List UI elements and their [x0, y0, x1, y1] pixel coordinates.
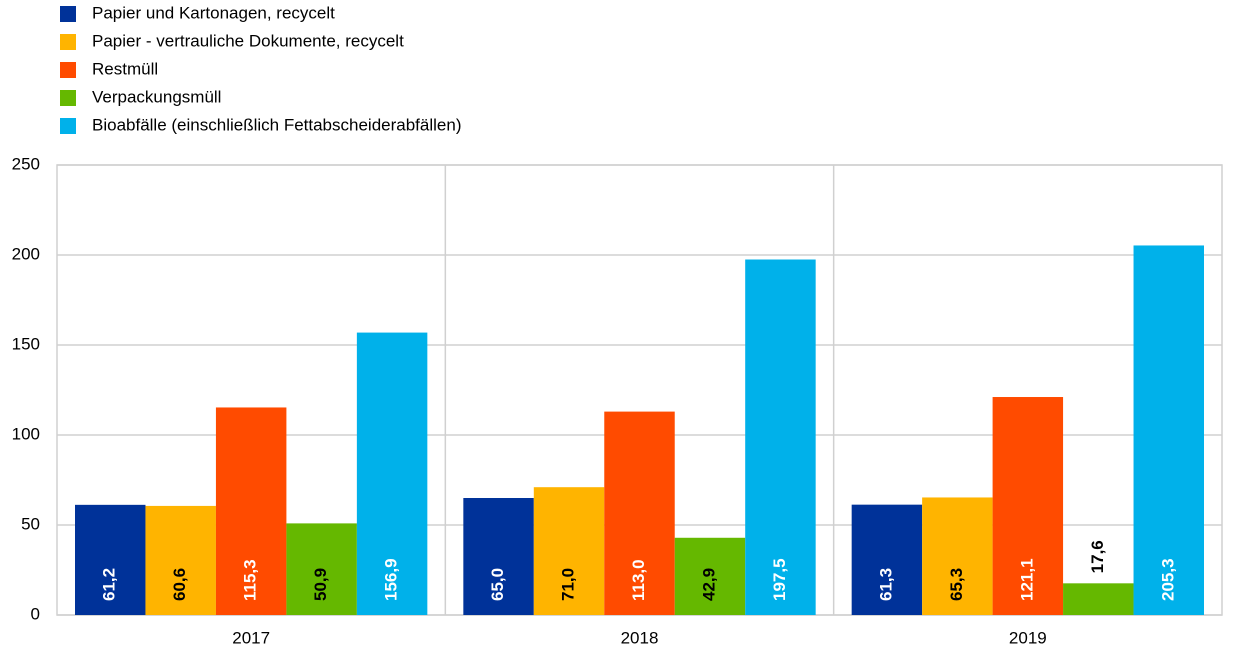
value-label: 121,1 [1017, 558, 1036, 601]
y-tick-label: 250 [12, 154, 40, 173]
value-label: 65,3 [947, 568, 966, 601]
legend-label: Restmüll [92, 59, 158, 78]
legend-label: Papier - vertrauliche Dokumente, recycel… [92, 31, 404, 50]
legend-swatch [60, 118, 76, 134]
bar [215, 407, 287, 615]
value-label: 60,6 [170, 568, 189, 601]
legend-label: Bioabfälle (einschließlich Fettabscheide… [92, 115, 461, 134]
bar [604, 411, 675, 615]
y-tick-label: 150 [12, 334, 40, 353]
y-tick-label: 0 [31, 604, 40, 623]
legend-swatch [60, 34, 76, 50]
bar [1133, 245, 1204, 615]
value-label: 65,0 [488, 568, 507, 601]
value-label: 61,3 [876, 568, 895, 601]
legend-swatch [60, 90, 76, 106]
bar [745, 259, 816, 615]
bar [145, 505, 216, 615]
value-label: 17,6 [1088, 540, 1107, 573]
bar [922, 497, 993, 615]
bar [356, 332, 428, 615]
value-label: 113,0 [629, 559, 648, 601]
legend-swatch [60, 62, 76, 78]
x-tick-label: 2018 [621, 628, 659, 647]
legend-swatch [60, 6, 76, 22]
value-label: 42,9 [699, 568, 718, 601]
y-tick-label: 100 [12, 424, 40, 443]
legend-label: Verpackungsmüll [92, 87, 221, 106]
bar [674, 537, 746, 615]
bar [851, 504, 923, 615]
bar [463, 498, 534, 615]
bar [75, 504, 146, 615]
value-label: 205,3 [1158, 558, 1177, 601]
x-tick-label: 2017 [232, 628, 270, 647]
bar [1063, 583, 1134, 615]
y-tick-label: 200 [12, 244, 40, 263]
y-tick-label: 50 [21, 514, 40, 533]
bar [992, 397, 1064, 615]
value-label: 71,0 [559, 568, 578, 601]
value-label: 115,3 [241, 559, 260, 601]
x-tick-label: 2019 [1009, 628, 1047, 647]
value-label: 61,2 [100, 568, 119, 601]
value-label: 50,9 [311, 568, 330, 601]
value-label: 197,5 [770, 558, 789, 601]
value-label: 156,9 [382, 558, 401, 601]
bar [533, 487, 605, 615]
legend-label: Papier und Kartonagen, recycelt [92, 3, 335, 22]
bar [286, 523, 357, 615]
